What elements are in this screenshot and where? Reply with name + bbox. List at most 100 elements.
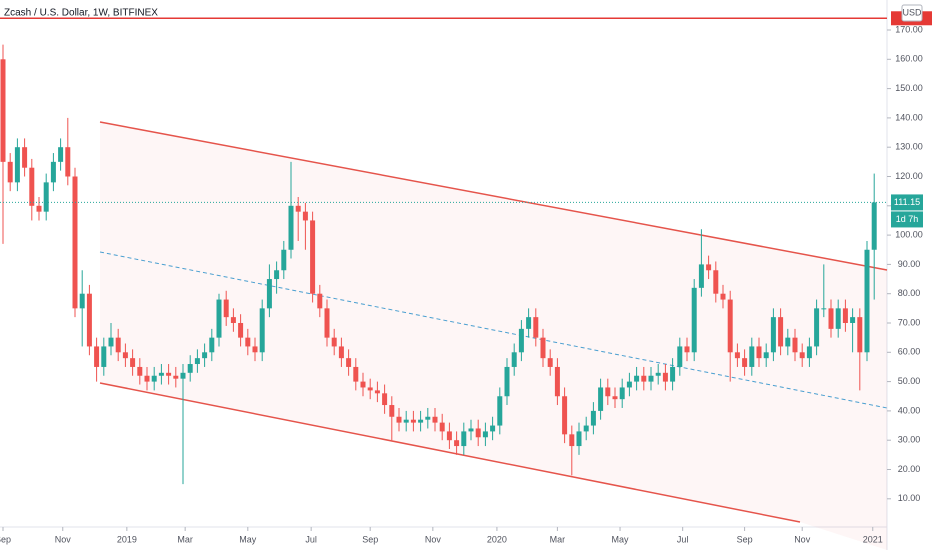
x-tick-label: Jul bbox=[305, 534, 317, 544]
candle-body bbox=[194, 358, 200, 365]
candle-body bbox=[540, 337, 546, 359]
candle-body bbox=[482, 431, 488, 438]
y-tick-label: 60.00 bbox=[898, 347, 921, 357]
x-tick-label: 2019 bbox=[117, 534, 137, 544]
candle-body bbox=[461, 431, 467, 447]
y-tick-label: 70.00 bbox=[898, 317, 921, 327]
chart-title: Zcash / U.S. Dollar, 1W, BITFINEX bbox=[4, 8, 158, 19]
candle-body bbox=[655, 372, 661, 376]
x-tick-label: Mar bbox=[177, 534, 193, 544]
y-tick-label: 120.00 bbox=[895, 171, 923, 181]
candle-body bbox=[50, 161, 56, 183]
countdown-box bbox=[891, 211, 923, 228]
y-tick-label: 130.00 bbox=[895, 142, 923, 152]
candle-body bbox=[821, 308, 827, 310]
candle-body bbox=[562, 396, 568, 435]
candle-body bbox=[317, 293, 323, 309]
x-tick-label: 2021 bbox=[863, 534, 883, 544]
candle-body bbox=[648, 375, 654, 382]
candle-body bbox=[504, 366, 510, 397]
x-tick-label: Sep bbox=[0, 534, 11, 544]
y-tick-label: 20.00 bbox=[898, 464, 921, 474]
candle-body bbox=[446, 431, 452, 441]
candle-body bbox=[418, 419, 424, 423]
candle-body bbox=[799, 352, 805, 359]
candle-body bbox=[403, 419, 409, 423]
y-tick-label: 150.00 bbox=[895, 83, 923, 93]
candle-body bbox=[770, 317, 776, 353]
currency-box[interactable] bbox=[901, 4, 923, 22]
candle-body bbox=[382, 393, 388, 406]
last-price-label: 111.15 bbox=[894, 197, 920, 207]
candle-body bbox=[58, 147, 64, 162]
candle-body bbox=[137, 366, 143, 376]
candle-body bbox=[598, 387, 604, 411]
channel-upper bbox=[99, 121, 888, 271]
candle-body bbox=[547, 358, 553, 367]
candle-body bbox=[749, 346, 755, 367]
candle-body bbox=[324, 308, 330, 338]
candle-body bbox=[389, 405, 395, 417]
candle-body bbox=[94, 346, 100, 367]
currency: USD bbox=[902, 7, 922, 17]
x-tick-label: Nov bbox=[794, 534, 811, 544]
y-tick-label: 50.00 bbox=[898, 376, 921, 386]
candle-body bbox=[850, 317, 856, 323]
candle-body bbox=[806, 346, 812, 359]
candle-body bbox=[670, 366, 676, 382]
candle-body bbox=[65, 147, 71, 177]
candle-body bbox=[108, 337, 114, 347]
candle-body bbox=[396, 416, 402, 423]
candle-body bbox=[554, 366, 560, 397]
y-tick-label: 40.00 bbox=[898, 405, 921, 415]
x-tick-label: Sep bbox=[362, 534, 378, 544]
candle-body bbox=[814, 308, 820, 347]
channel-lower bbox=[99, 382, 801, 523]
candle-body bbox=[209, 337, 215, 353]
candle-body bbox=[130, 358, 136, 367]
candle-body bbox=[144, 375, 150, 382]
candle-body bbox=[454, 440, 460, 447]
channel-fill bbox=[100, 122, 887, 550]
candle-body bbox=[533, 317, 539, 338]
candle-body bbox=[734, 352, 740, 359]
channel-mid bbox=[99, 251, 888, 409]
candle-body bbox=[310, 220, 316, 294]
candle-body bbox=[202, 352, 208, 359]
candle-body bbox=[115, 337, 121, 353]
candle-body bbox=[526, 317, 532, 329]
candle-body bbox=[180, 372, 186, 379]
candle-body bbox=[842, 308, 848, 323]
candle-body bbox=[43, 182, 49, 212]
candle-body bbox=[684, 346, 690, 353]
candle-body bbox=[439, 422, 445, 432]
candle-body bbox=[353, 366, 359, 382]
candle-body bbox=[302, 211, 308, 221]
candle-body bbox=[288, 205, 294, 250]
candle-body bbox=[367, 387, 373, 391]
candle-body bbox=[425, 416, 431, 420]
candle-body bbox=[605, 387, 611, 397]
candle-body bbox=[583, 425, 589, 432]
y-tick-label: 140.00 bbox=[895, 112, 923, 122]
candle-body bbox=[360, 381, 366, 388]
candle-body bbox=[274, 270, 280, 280]
y-tick-label: 30.00 bbox=[898, 435, 921, 445]
candle-body bbox=[158, 372, 164, 376]
candle-body bbox=[14, 147, 20, 183]
candle-body bbox=[468, 428, 474, 432]
x-tick-label: May bbox=[239, 534, 257, 544]
candle-body bbox=[22, 147, 28, 168]
candle-body bbox=[475, 428, 481, 438]
candle-body bbox=[792, 337, 798, 353]
candle-body bbox=[216, 299, 222, 338]
candle-body bbox=[331, 337, 337, 347]
candle-body bbox=[173, 375, 179, 379]
candle-body bbox=[266, 279, 272, 309]
candle-body bbox=[497, 396, 503, 426]
candle-body bbox=[706, 264, 712, 271]
candle-body bbox=[374, 390, 380, 394]
candle-body bbox=[569, 434, 575, 447]
candle-body bbox=[641, 375, 647, 382]
